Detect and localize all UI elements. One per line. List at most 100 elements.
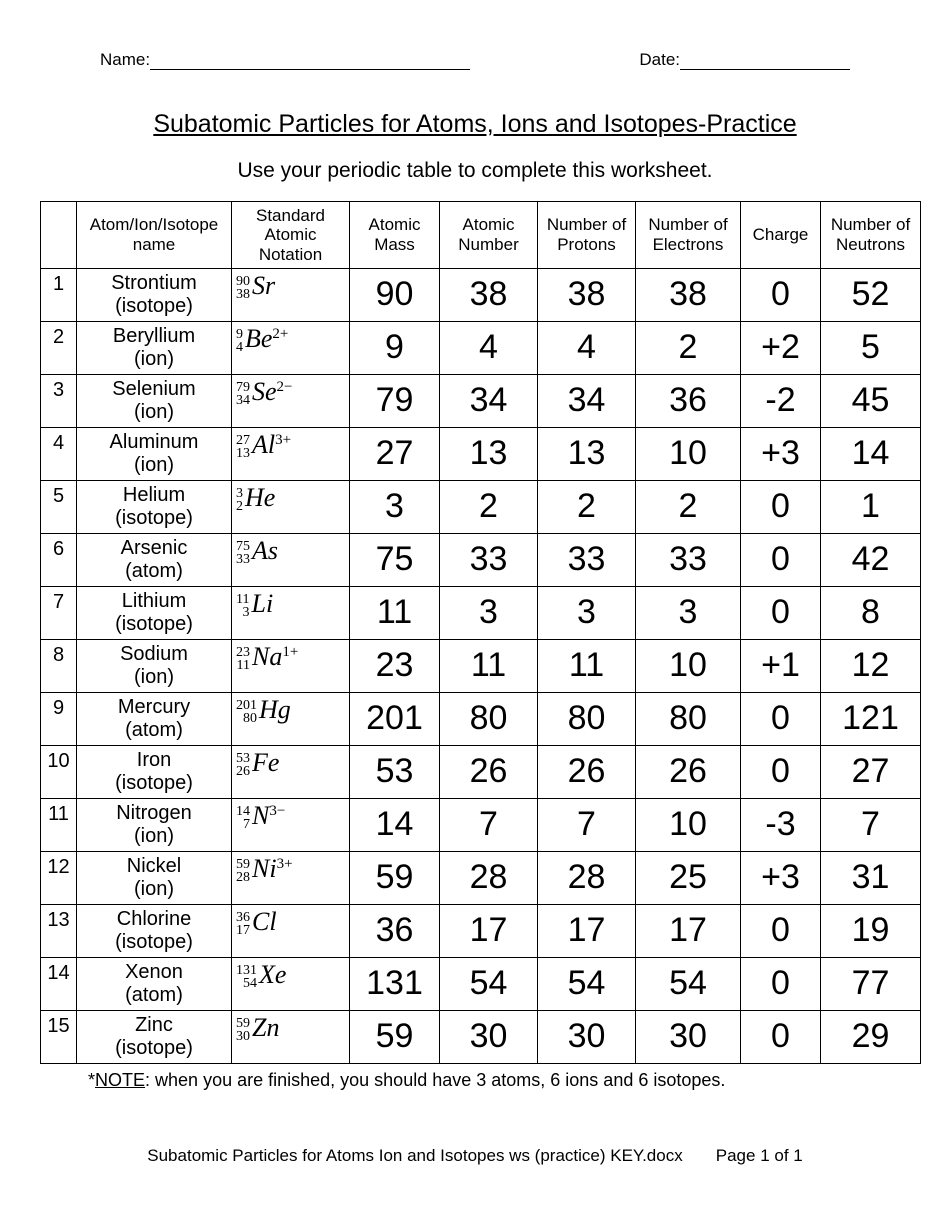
charge: 0 bbox=[741, 958, 821, 1011]
neutrons: 12 bbox=[821, 640, 921, 693]
row-index: 2 bbox=[41, 322, 77, 375]
table-row: 6Arsenic(atom)7533As75333333042 bbox=[41, 534, 921, 587]
atomic-mass: 79 bbox=[350, 375, 440, 428]
atomic-mass: 75 bbox=[350, 534, 440, 587]
atomic-mass: 9 bbox=[350, 322, 440, 375]
atomic-mass: 53 bbox=[350, 746, 440, 799]
atomic-notation: 147N3− bbox=[232, 799, 350, 852]
atomic-notation: 94Be2+ bbox=[232, 322, 350, 375]
charge: 0 bbox=[741, 534, 821, 587]
row-index: 13 bbox=[41, 905, 77, 958]
atomic-notation: 9038Sr bbox=[232, 269, 350, 322]
element-name: Beryllium(ion) bbox=[77, 322, 232, 375]
atomic-mass: 90 bbox=[350, 269, 440, 322]
neutrons: 45 bbox=[821, 375, 921, 428]
element-name: Xenon(atom) bbox=[77, 958, 232, 1011]
table-header: Atom/Ion/Isotope name Standard Atomic No… bbox=[41, 202, 921, 269]
table-row: 1Strontium(isotope)9038Sr90383838052 bbox=[41, 269, 921, 322]
col-mass: Atomic Mass bbox=[350, 202, 440, 269]
electrons: 10 bbox=[636, 640, 741, 693]
atomic-number: 17 bbox=[440, 905, 538, 958]
element-name: Mercury(atom) bbox=[77, 693, 232, 746]
element-name: Iron(isotope) bbox=[77, 746, 232, 799]
charge: 0 bbox=[741, 587, 821, 640]
charge: -3 bbox=[741, 799, 821, 852]
footer-page: Page 1 of 1 bbox=[716, 1146, 803, 1165]
atomic-number: 11 bbox=[440, 640, 538, 693]
element-name: Chlorine(isotope) bbox=[77, 905, 232, 958]
protons: 26 bbox=[538, 746, 636, 799]
table-row: 3Selenium(ion)7934Se2−79343436-245 bbox=[41, 375, 921, 428]
protons: 13 bbox=[538, 428, 636, 481]
table-row: 12Nickel(ion)5928Ni3+59282825+331 bbox=[41, 852, 921, 905]
header-line: Name: Date: bbox=[40, 50, 910, 70]
note-star: * bbox=[88, 1070, 95, 1090]
table-row: 9Mercury(atom)20180Hg2018080800121 bbox=[41, 693, 921, 746]
atomic-mass: 59 bbox=[350, 852, 440, 905]
electrons: 25 bbox=[636, 852, 741, 905]
charge: 0 bbox=[741, 1011, 821, 1064]
atomic-number: 38 bbox=[440, 269, 538, 322]
element-name: Lithium(isotope) bbox=[77, 587, 232, 640]
charge: +2 bbox=[741, 322, 821, 375]
element-name: Zinc(isotope) bbox=[77, 1011, 232, 1064]
atomic-notation: 7934Se2− bbox=[232, 375, 350, 428]
atomic-number: 34 bbox=[440, 375, 538, 428]
element-name: Nickel(ion) bbox=[77, 852, 232, 905]
neutrons: 29 bbox=[821, 1011, 921, 1064]
atomic-mass: 3 bbox=[350, 481, 440, 534]
atomic-number: 80 bbox=[440, 693, 538, 746]
atomic-notation: 2311Na1+ bbox=[232, 640, 350, 693]
element-name: Aluminum(ion) bbox=[77, 428, 232, 481]
name-field: Name: bbox=[100, 50, 470, 70]
neutrons: 77 bbox=[821, 958, 921, 1011]
page-footer: Subatomic Particles for Atoms Ion and Is… bbox=[40, 1146, 910, 1166]
protons: 30 bbox=[538, 1011, 636, 1064]
table-row: 13Chlorine(isotope)3617Cl36171717019 bbox=[41, 905, 921, 958]
date-blank[interactable] bbox=[680, 52, 850, 70]
atomic-notation: 3617Cl bbox=[232, 905, 350, 958]
electrons: 10 bbox=[636, 428, 741, 481]
col-charge: Charge bbox=[741, 202, 821, 269]
electrons: 36 bbox=[636, 375, 741, 428]
element-name: Selenium(ion) bbox=[77, 375, 232, 428]
neutrons: 7 bbox=[821, 799, 921, 852]
charge: +1 bbox=[741, 640, 821, 693]
charge: 0 bbox=[741, 905, 821, 958]
charge: 0 bbox=[741, 693, 821, 746]
page-subtitle: Use your periodic table to complete this… bbox=[40, 159, 910, 183]
electrons: 30 bbox=[636, 1011, 741, 1064]
atomic-mass: 11 bbox=[350, 587, 440, 640]
neutrons: 27 bbox=[821, 746, 921, 799]
electrons: 54 bbox=[636, 958, 741, 1011]
table-row: 8Sodium(ion)2311Na1+23111110+112 bbox=[41, 640, 921, 693]
row-index: 3 bbox=[41, 375, 77, 428]
atomic-mass: 36 bbox=[350, 905, 440, 958]
neutrons: 31 bbox=[821, 852, 921, 905]
atomic-number: 7 bbox=[440, 799, 538, 852]
protons: 80 bbox=[538, 693, 636, 746]
row-index: 9 bbox=[41, 693, 77, 746]
protons: 11 bbox=[538, 640, 636, 693]
atomic-number: 2 bbox=[440, 481, 538, 534]
electrons: 3 bbox=[636, 587, 741, 640]
element-name: Helium(isotope) bbox=[77, 481, 232, 534]
protons: 17 bbox=[538, 905, 636, 958]
neutrons: 42 bbox=[821, 534, 921, 587]
neutrons: 52 bbox=[821, 269, 921, 322]
date-field: Date: bbox=[639, 50, 850, 70]
name-blank[interactable] bbox=[150, 52, 470, 70]
atomic-notation: 5326Fe bbox=[232, 746, 350, 799]
electrons: 10 bbox=[636, 799, 741, 852]
col-index bbox=[41, 202, 77, 269]
atomic-notation: 5928Ni3+ bbox=[232, 852, 350, 905]
row-index: 6 bbox=[41, 534, 77, 587]
protons: 7 bbox=[538, 799, 636, 852]
note-text: : when you are finished, you should have… bbox=[145, 1070, 725, 1090]
row-index: 5 bbox=[41, 481, 77, 534]
atomic-notation: 113Li bbox=[232, 587, 350, 640]
atomic-number: 13 bbox=[440, 428, 538, 481]
protons: 2 bbox=[538, 481, 636, 534]
electrons: 2 bbox=[636, 481, 741, 534]
element-name: Nitrogen(ion) bbox=[77, 799, 232, 852]
